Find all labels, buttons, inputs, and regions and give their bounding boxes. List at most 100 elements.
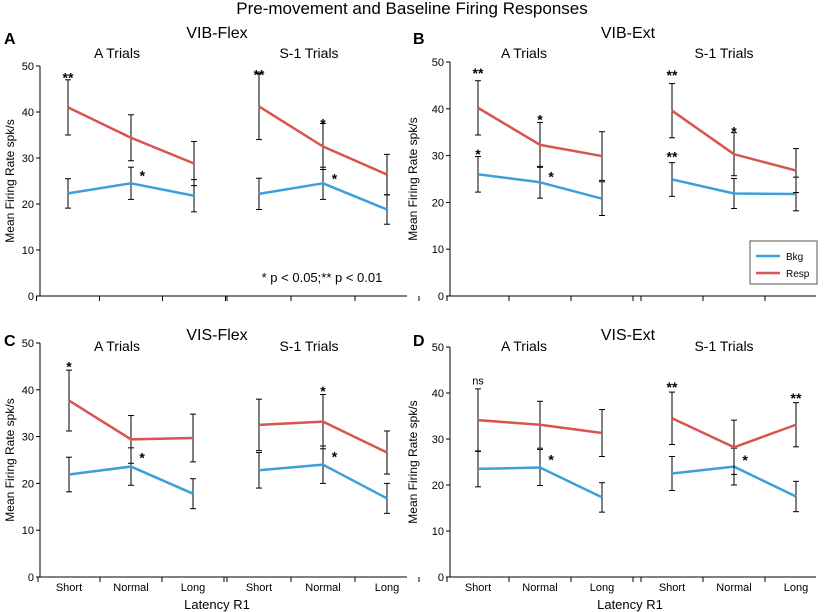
- resp-series-line: [477, 106, 603, 158]
- y-tick-label: 40: [432, 388, 444, 400]
- legend-label: Bkg: [786, 252, 803, 263]
- y-tick-label: 0: [28, 291, 34, 303]
- significance-marker: **: [254, 67, 265, 83]
- subplot-s1-trials: S-1 Trials Short Normal Long * *: [226, 338, 420, 594]
- y-tick-label: 0: [28, 572, 34, 584]
- panel-D: D VIS-Ext 0 10 20 30 40 50 Mean Firing Rate spk/…: [406, 327, 816, 612]
- resp-series-line: [67, 106, 195, 165]
- y-tick-label: 50: [22, 338, 34, 350]
- y-tick-label: 30: [22, 153, 34, 165]
- panel-C: C VIS-Flex 0 10 20 30 40 50 Mean Firing Rate spk…: [3, 327, 420, 612]
- x-tick-label: Normal: [305, 582, 340, 594]
- x-tick-label: Normal: [113, 582, 148, 594]
- significance-marker: *: [548, 451, 554, 467]
- x-axis-label: Latency R1: [184, 597, 250, 612]
- panel-title: VIB-Ext: [601, 25, 656, 42]
- resp-series-line: [477, 418, 603, 435]
- y-tick-label: 20: [22, 478, 34, 490]
- y-tick-label: 0: [438, 572, 444, 584]
- resp-series-line: [671, 109, 797, 172]
- y-tick-label: 50: [432, 57, 444, 69]
- x-tick-label: Short: [465, 582, 491, 594]
- legend: Bkg Resp: [749, 240, 818, 285]
- panel-title: VIB-Flex: [186, 25, 247, 42]
- y-tick-label: 10: [22, 245, 34, 257]
- y-tick-label: 0: [438, 291, 444, 303]
- x-tick-label: Long: [784, 582, 808, 594]
- resp-series-line: [671, 417, 797, 449]
- panel-letter: B: [413, 31, 425, 48]
- x-tick-label: Normal: [716, 582, 751, 594]
- y-tick-label: 20: [432, 197, 444, 209]
- significance-marker: *: [320, 383, 326, 399]
- x-tick-label: Short: [659, 582, 685, 594]
- resp-series-line: [258, 105, 388, 176]
- subplot-title: S-1 Trials: [694, 338, 753, 354]
- significance-marker: **: [667, 379, 678, 395]
- y-tick-label: 20: [22, 199, 34, 211]
- significance-marker: *: [537, 111, 543, 127]
- subplot-title: S-1 Trials: [694, 45, 753, 61]
- x-axis-label: Latency R1: [597, 597, 663, 612]
- significance-marker: *: [332, 170, 338, 186]
- bkg-series-line: [258, 182, 388, 211]
- panel-B: B VIB-Ext 0 10 20 30 40 50 Mean Firing Rate spk/…: [406, 25, 818, 303]
- significance-marker: *: [731, 123, 737, 139]
- significance-marker: *: [332, 448, 338, 464]
- y-tick-label: 50: [432, 342, 444, 354]
- y-tick-label: 30: [432, 151, 444, 163]
- significance-marker: *: [742, 452, 748, 468]
- y-tick-label: 40: [22, 385, 34, 397]
- y-axis-label: Mean Firing Rate spk/s: [406, 400, 420, 523]
- subplot-title: A Trials: [501, 338, 547, 354]
- legend-label: Resp: [786, 269, 810, 280]
- y-tick-label: 30: [432, 434, 444, 446]
- subplot-title: A Trials: [94, 45, 140, 61]
- y-tick-label: 10: [432, 244, 444, 256]
- subplot-a-trials: A Trials Short Normal Long ns *: [446, 338, 634, 594]
- panels: A VIB-Flex 0 10 20 30 40 50 Mean Firing Rate spk…: [3, 25, 818, 612]
- panel-A: A VIB-Flex 0 10 20 30 40 50 Mean Firing Rate spk…: [3, 25, 420, 303]
- significance-marker: **: [667, 67, 678, 83]
- significance-marker: *: [140, 168, 146, 184]
- significance-marker: *: [66, 359, 72, 375]
- bkg-series-line: [671, 178, 797, 196]
- bkg-series-line: [477, 173, 603, 200]
- subplot-a-trials: A Trials Short Normal Long * *: [37, 338, 225, 594]
- significance-marker: **: [667, 149, 678, 165]
- x-tick-label: Long: [590, 582, 614, 594]
- subplot-a-trials: A Trials*****: [446, 45, 634, 301]
- subplot-title: A Trials: [94, 338, 140, 354]
- significance-marker: **: [473, 65, 484, 81]
- significance-marker: *: [548, 168, 554, 184]
- significance-marker: **: [791, 390, 802, 406]
- significance-footnote: * p < 0.05;** p < 0.01: [262, 270, 383, 285]
- significance-marker: **: [63, 69, 74, 85]
- subplot-s1-trials: S-1 Trials****: [226, 45, 420, 301]
- significance-marker: *: [320, 115, 326, 131]
- subplot-title: S-1 Trials: [279, 45, 338, 61]
- bkg-series-line: [68, 465, 194, 495]
- bkg-series-line: [477, 466, 603, 499]
- panel-title: VIS-Ext: [601, 327, 656, 344]
- x-tick-label: Short: [246, 582, 272, 594]
- subplot-s1-trials: S-1 Trials*****: [640, 45, 799, 301]
- y-tick-label: 20: [432, 480, 444, 492]
- panel-letter: D: [413, 333, 425, 350]
- y-axis-label: Mean Firing Rate spk/s: [3, 398, 17, 521]
- legend-box: [749, 240, 818, 285]
- y-tick-label: 50: [22, 61, 34, 73]
- subplot-title: S-1 Trials: [279, 338, 338, 354]
- x-tick-label: Short: [56, 582, 82, 594]
- resp-series-line: [258, 420, 388, 454]
- y-axis-label: Mean Firing Rate spk/s: [406, 117, 420, 240]
- y-tick-label: 10: [22, 525, 34, 537]
- x-tick-label: Normal: [522, 582, 557, 594]
- panel-letter: C: [4, 333, 16, 350]
- y-tick-label: 40: [22, 107, 34, 119]
- ns-annotation: ns: [472, 376, 484, 388]
- y-tick-label: 30: [22, 432, 34, 444]
- y-axis-label: Mean Firing Rate spk/s: [3, 119, 17, 242]
